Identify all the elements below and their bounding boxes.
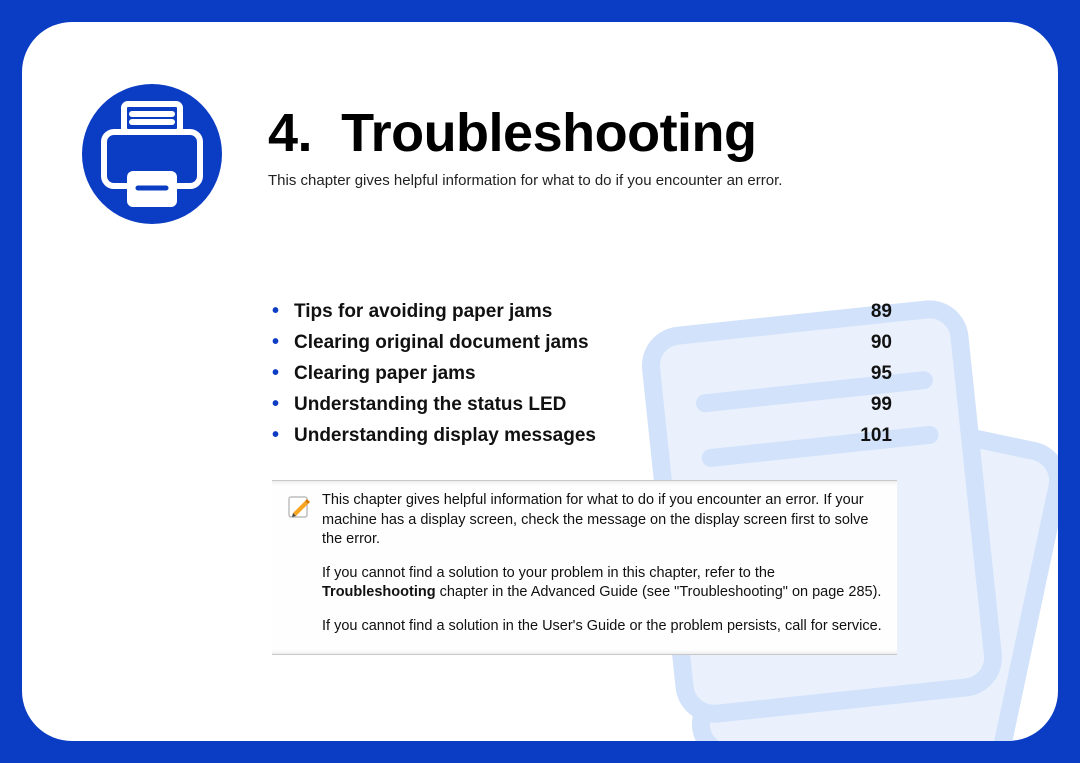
printer-icon — [82, 84, 222, 224]
toc-label: Tips for avoiding paper jams — [294, 301, 552, 323]
note-paragraph: If you cannot find a solution to your pr… — [322, 564, 883, 603]
toc-item[interactable]: • Understanding the status LED 99 — [272, 393, 892, 416]
chapter-name: Troubleshooting — [341, 103, 756, 163]
toc-item[interactable]: • Tips for avoiding paper jams 89 — [272, 300, 892, 323]
toc-label: Understanding the status LED — [294, 394, 566, 416]
chapter-header: 4. Troubleshooting This chapter gives he… — [82, 84, 782, 224]
bullet-icon: • — [272, 300, 294, 323]
toc-label: Clearing original document jams — [294, 332, 589, 354]
toc-item[interactable]: • Clearing original document jams 90 — [272, 331, 892, 354]
chapter-title: 4. Troubleshooting — [268, 102, 782, 164]
document-page: 4. Troubleshooting This chapter gives he… — [22, 22, 1058, 741]
note-text: This chapter gives helpful information f… — [322, 491, 883, 636]
toc-page: 101 — [832, 425, 892, 447]
toc-page: 99 — [832, 394, 892, 416]
table-of-contents: • Tips for avoiding paper jams 89 • Clea… — [272, 300, 892, 455]
toc-page: 89 — [832, 301, 892, 323]
bullet-icon: • — [272, 393, 294, 416]
note-paragraph: This chapter gives helpful information f… — [322, 491, 883, 550]
toc-page: 95 — [832, 363, 892, 385]
note-box: This chapter gives helpful information f… — [272, 480, 897, 655]
toc-label: Understanding display messages — [294, 425, 596, 447]
toc-item[interactable]: • Understanding display messages 101 — [272, 424, 892, 447]
chapter-number: 4. — [268, 103, 312, 163]
toc-item[interactable]: • Clearing paper jams 95 — [272, 362, 892, 385]
bullet-icon: • — [272, 362, 294, 385]
bullet-icon: • — [272, 331, 294, 354]
note-paragraph: If you cannot find a solution in the Use… — [322, 617, 883, 637]
bullet-icon: • — [272, 424, 294, 447]
chapter-subtitle: This chapter gives helpful information f… — [268, 172, 782, 189]
note-pencil-icon — [286, 493, 312, 519]
toc-label: Clearing paper jams — [294, 363, 476, 385]
toc-page: 90 — [832, 332, 892, 354]
bold-ref: Troubleshooting — [322, 584, 436, 600]
